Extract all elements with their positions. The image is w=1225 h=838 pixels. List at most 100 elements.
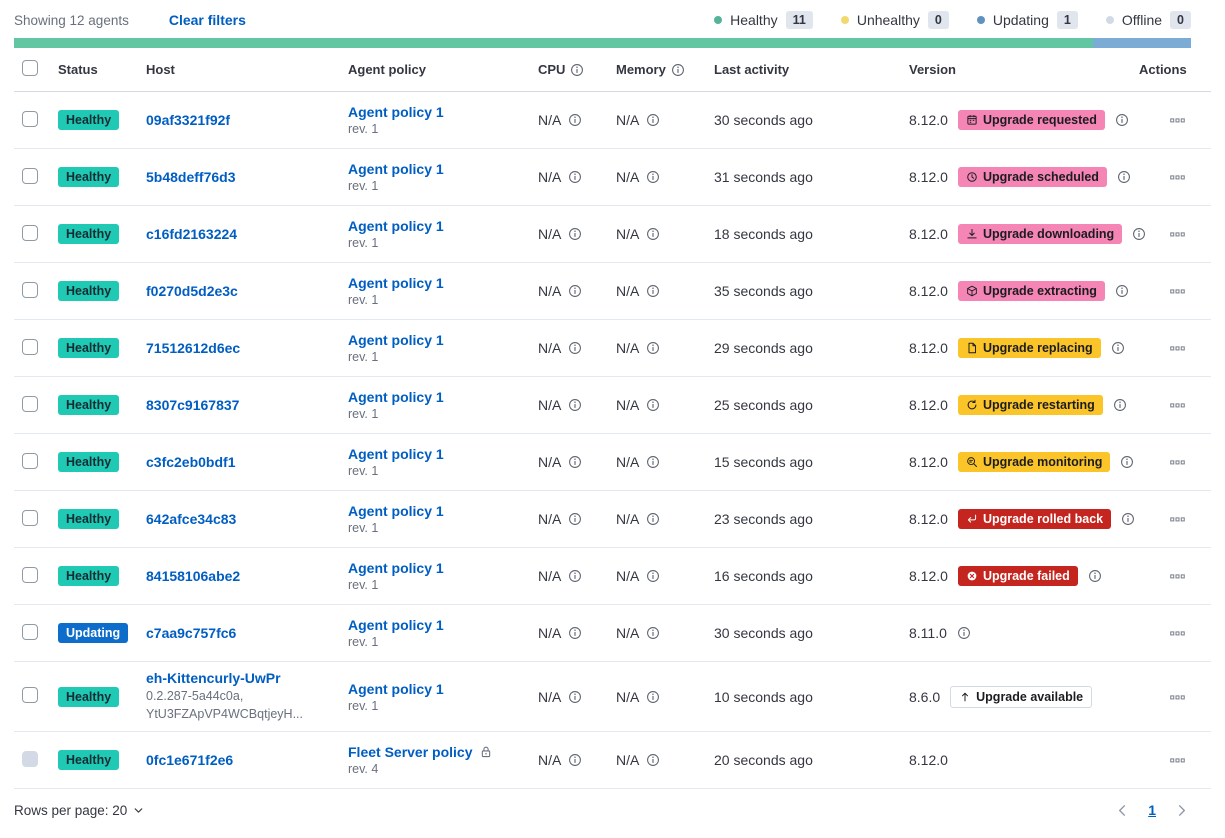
row-checkbox[interactable] [22,566,38,583]
policy-link[interactable]: Fleet Server policy [348,744,473,760]
policy-link[interactable]: Agent policy 1 [348,446,444,462]
row-checkbox[interactable] [22,509,38,526]
row-actions-icon[interactable] [1170,284,1185,299]
policy-link[interactable]: Agent policy 1 [348,275,444,291]
cpu-value-info-icon[interactable] [568,512,582,526]
row-actions-icon[interactable] [1170,341,1185,356]
upgrade-info-icon[interactable] [1121,512,1135,526]
cpu-value-info-icon[interactable] [568,113,582,127]
policy-link[interactable]: Agent policy 1 [348,161,444,177]
policy-link[interactable]: Agent policy 1 [348,218,444,234]
cpu-value-info-icon[interactable] [568,398,582,412]
memory-value-info-icon[interactable] [646,626,660,640]
host-link[interactable]: 71512612d6ec [146,340,241,356]
row-actions-icon[interactable] [1170,753,1185,768]
cpu-value-info-icon[interactable] [568,341,582,355]
upgrade-info-icon[interactable] [1117,170,1131,184]
clear-filters-link[interactable]: Clear filters [168,12,246,28]
cpu-value-info-icon[interactable] [568,284,582,298]
policy-link[interactable]: Agent policy 1 [348,104,444,120]
select-all-checkbox[interactable] [22,60,38,76]
upgrade-info-icon[interactable] [1111,341,1125,355]
host-link[interactable]: eh-Kittencurly-UwPr [146,670,281,686]
policy-link[interactable]: Agent policy 1 [348,503,444,519]
row-actions-icon[interactable] [1170,512,1185,527]
policy-link[interactable]: Agent policy 1 [348,617,444,633]
row-actions-icon[interactable] [1170,170,1185,185]
row-actions-icon[interactable] [1170,455,1185,470]
upgrade-status-badge[interactable]: Upgrade failed [957,566,1078,586]
row-checkbox[interactable] [22,687,38,703]
host-link[interactable]: 642afce34c83 [146,511,237,527]
memory-value-info-icon[interactable] [646,569,660,583]
row-actions-icon[interactable] [1170,569,1185,584]
policy-link[interactable]: Agent policy 1 [348,680,444,697]
upgrade-status-badge[interactable]: Upgrade replacing [957,338,1101,358]
policy-link[interactable]: Agent policy 1 [348,332,444,348]
row-checkbox[interactable] [22,623,38,640]
previous-page-icon[interactable] [1115,803,1130,818]
host-link[interactable]: f0270d5d2e3c [146,283,238,299]
cpu-info-icon[interactable] [570,63,584,77]
upgrade-status-badge[interactable]: Upgrade scheduled [957,167,1107,187]
upgrade-status-badge[interactable]: Upgrade downloading [957,224,1123,244]
memory-value-info-icon[interactable] [646,113,660,127]
row-checkbox[interactable] [22,452,38,469]
cpu-value-info-icon[interactable] [568,690,582,704]
upgrade-status-badge[interactable]: Upgrade rolled back [957,509,1112,529]
upgrade-status-badge[interactable]: Upgrade extracting [957,281,1105,301]
row-actions-icon[interactable] [1170,690,1185,705]
host-link[interactable]: 09af3321f92f [146,112,231,128]
upgrade-info-icon[interactable] [1115,284,1129,298]
row-checkbox[interactable] [22,224,38,241]
host-link[interactable]: 0fc1e671f2e6 [146,752,234,768]
upgrade-info-icon[interactable] [1113,398,1127,412]
host-link[interactable]: 84158106abe2 [146,568,241,584]
memory-value-info-icon[interactable] [646,753,660,767]
upgrade-status-badge[interactable]: Upgrade monitoring [957,452,1111,472]
row-actions-icon[interactable] [1170,227,1185,242]
row-checkbox[interactable] [22,167,38,184]
memory-value-info-icon[interactable] [646,690,660,704]
memory-info-icon[interactable] [671,63,685,77]
cpu-value-info-icon[interactable] [568,626,582,640]
policy-link[interactable]: Agent policy 1 [348,389,444,405]
host-link[interactable]: 5b48deff76d3 [146,169,236,185]
rows-per-page-button[interactable]: Rows per page: 20 [14,803,145,818]
memory-value-info-icon[interactable] [646,341,660,355]
memory-value-info-icon[interactable] [646,227,660,241]
host-link[interactable]: c3fc2eb0bdf1 [146,454,236,470]
upgrade-status-badge[interactable]: Upgrade restarting [957,395,1103,415]
cpu-value-info-icon[interactable] [568,227,582,241]
row-checkbox[interactable] [22,110,38,127]
memory-value-info-icon[interactable] [646,170,660,184]
host-link[interactable]: c16fd2163224 [146,226,238,242]
row-checkbox[interactable] [22,750,38,767]
next-page-icon[interactable] [1174,803,1189,818]
cpu-value-info-icon[interactable] [568,753,582,767]
host-link[interactable]: c7aa9c757fc6 [146,625,237,641]
upgrade-info-icon[interactable] [1088,569,1102,583]
upgrade-status-badge[interactable]: Upgrade requested [957,110,1105,130]
row-actions-icon[interactable] [1170,398,1185,413]
cpu-value-info-icon[interactable] [568,455,582,469]
host-link[interactable]: 8307c9167837 [146,397,240,413]
page-number-button[interactable]: 1 [1148,802,1156,818]
row-checkbox[interactable] [22,338,38,355]
row-checkbox[interactable] [22,395,38,412]
upgrade-info-icon[interactable] [1132,227,1146,241]
memory-value-info-icon[interactable] [646,512,660,526]
memory-value-info-icon[interactable] [646,398,660,412]
row-actions-icon[interactable] [1170,113,1185,128]
row-checkbox[interactable] [22,281,38,298]
cpu-value-info-icon[interactable] [568,569,582,583]
upgrade-info-icon[interactable] [1120,455,1134,469]
row-actions-icon[interactable] [1170,626,1185,641]
memory-value-info-icon[interactable] [646,284,660,298]
policy-link[interactable]: Agent policy 1 [348,560,444,576]
memory-value-info-icon[interactable] [646,455,660,469]
upgrade-info-icon[interactable] [1115,113,1129,127]
cpu-value-info-icon[interactable] [568,170,582,184]
version-info-icon[interactable] [957,626,971,640]
upgrade-status-badge[interactable]: Upgrade available [950,685,1093,708]
